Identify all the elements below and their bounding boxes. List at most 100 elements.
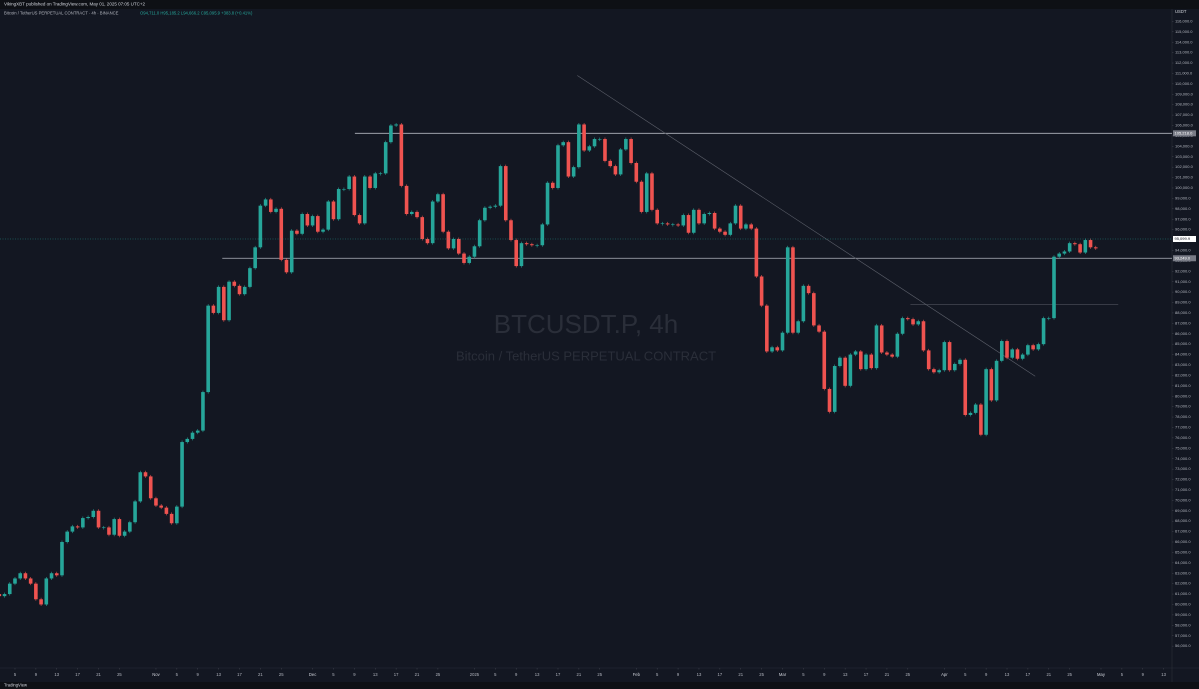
y-tick-label: 97,000.0 [1175, 216, 1191, 221]
candle [1057, 253, 1062, 257]
y-tick-label: 70,000.0 [1175, 497, 1191, 502]
candle [248, 268, 252, 287]
candle [96, 510, 101, 528]
candle [430, 201, 435, 244]
candle [2, 594, 7, 597]
y-tick-label: 115,000.0 [1175, 29, 1193, 34]
candle [1083, 240, 1088, 253]
candle [0, 594, 2, 597]
candle [702, 214, 706, 224]
candle [409, 211, 414, 215]
x-tick-label: 21 [415, 672, 420, 677]
candle [394, 124, 398, 126]
y-tick-label: 79,000.0 [1175, 404, 1191, 409]
candle [624, 139, 628, 150]
x-tick-label: 2025 [470, 672, 480, 677]
candle [906, 318, 910, 320]
y-tick-label: 86,000.0 [1175, 331, 1191, 336]
candle [848, 354, 853, 386]
candle [404, 185, 409, 215]
candle [827, 388, 832, 412]
candle [519, 243, 524, 267]
candle [310, 216, 315, 226]
candle [472, 246, 477, 257]
candle [138, 472, 143, 502]
candle [707, 212, 712, 215]
x-tick-label: 21 [1046, 672, 1051, 677]
candle [989, 369, 994, 401]
y-tick-label: 75,000.0 [1175, 445, 1191, 450]
x-tick-label: Mar [779, 672, 787, 677]
y-tick-label: 98,000.0 [1175, 206, 1191, 211]
candle [201, 392, 205, 431]
candle [556, 145, 560, 188]
candle [650, 173, 654, 210]
candle [18, 573, 23, 579]
candle [577, 124, 581, 168]
x-tick-label: 13 [843, 672, 848, 677]
y-tick-label: 58,000.0 [1175, 622, 1191, 627]
candle [759, 276, 764, 306]
y-tick-label: 111,000.0 [1175, 70, 1193, 75]
x-tick-label: 9 [1142, 672, 1145, 677]
x-tick-label: 5 [802, 672, 805, 677]
candle [952, 363, 957, 371]
candle [133, 501, 137, 523]
candle [383, 142, 388, 174]
candle [107, 527, 111, 535]
candle [629, 139, 633, 163]
x-tick-label: Feb [633, 672, 641, 677]
candle [832, 366, 837, 412]
candle [222, 286, 226, 321]
candle [999, 341, 1004, 361]
x-tick-label: 9 [823, 672, 826, 677]
candle [671, 224, 675, 226]
candle [441, 194, 445, 232]
y-tick-label: 77,000.0 [1175, 425, 1191, 430]
y-tick-label: 116,000.0 [1175, 18, 1193, 23]
candle [415, 211, 419, 218]
candle [331, 201, 336, 220]
x-tick-label: 5 [494, 672, 497, 677]
candle [660, 223, 665, 224]
candle [958, 359, 962, 364]
candle [39, 599, 43, 605]
candle [363, 176, 367, 224]
candle [514, 240, 519, 267]
candle [154, 498, 158, 506]
publisher: VikingXBT published on TradingView.com, … [4, 2, 145, 7]
y-tick-label: 68,000.0 [1175, 518, 1191, 523]
candle [973, 404, 978, 413]
x-tick-label: 9 [985, 672, 988, 677]
y-tick-label: 56,000.0 [1175, 643, 1191, 648]
candle [864, 354, 868, 370]
x-tick-label: 17 [75, 672, 80, 677]
y-tick-label: 71,000.0 [1175, 487, 1191, 492]
candle [274, 208, 278, 212]
candle [859, 351, 863, 370]
y-tick-label: 62,000.0 [1175, 581, 1191, 586]
candle [195, 430, 200, 433]
candle [227, 281, 231, 321]
x-tick-label: 21 [885, 672, 890, 677]
candle [483, 207, 487, 221]
candle [112, 519, 116, 535]
candle [242, 286, 247, 295]
candle [13, 578, 17, 584]
candle [754, 228, 759, 277]
candle [885, 352, 889, 355]
candle [1036, 344, 1041, 350]
x-tick-label: 21 [577, 672, 582, 677]
candle [1046, 318, 1051, 319]
candle [352, 176, 357, 216]
candle [728, 223, 733, 235]
candle [237, 285, 242, 295]
y-tick-label: 65,000.0 [1175, 549, 1191, 554]
candle [994, 360, 999, 401]
x-tick-label: 13 [1161, 672, 1166, 677]
candle [644, 173, 649, 212]
candle [65, 531, 69, 543]
candle [462, 253, 466, 263]
